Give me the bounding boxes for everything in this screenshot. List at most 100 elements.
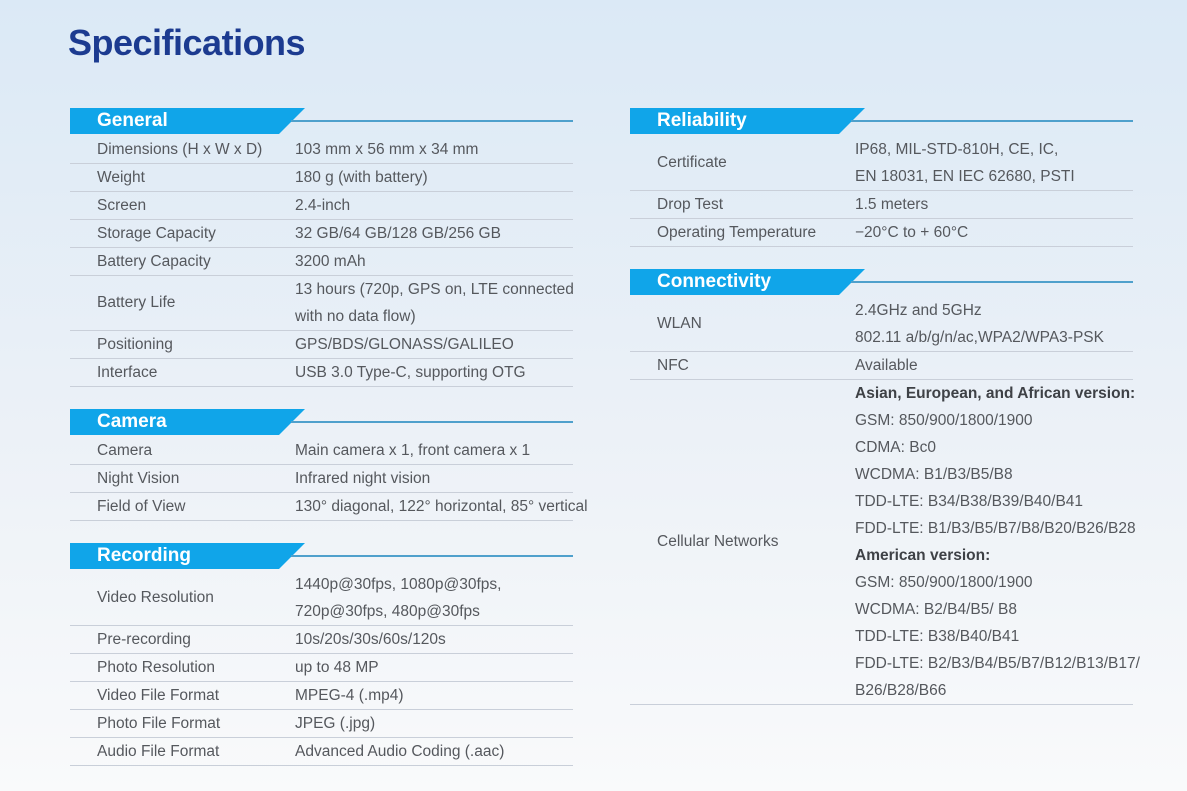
spec-value: 130° diagonal, 122° horizontal, 85° vert… [295, 493, 588, 520]
spec-value-line: Available [855, 357, 918, 374]
spec-row-storage-capacity: Storage Capacity 32 GB/64 GB/128 GB/256 G… [70, 220, 573, 248]
banner-underline [291, 555, 573, 557]
spec-row-field-of-view: Field of View 130° diagonal, 122° horizon… [70, 493, 588, 521]
section-general: General Dimensions (H x W x D) 103 mm x 56… [70, 108, 574, 387]
spec-label: NFC [657, 356, 689, 374]
spec-value-line: EN 18031, EN IEC 62680, PSTI [855, 168, 1075, 185]
spec-value: 13 hours (720p, GPS on, LTE connected wit… [295, 276, 574, 330]
spec-value-line: with no data flow) [295, 308, 416, 325]
section-connectivity: Connectivity WLAN 2.4GHz and 5GHz 802.11 a/… [630, 269, 1140, 705]
spec-value: 10s/20s/30s/60s/120s [295, 626, 573, 653]
spec-value-line: Advanced Audio Coding (.aac) [295, 743, 505, 760]
spec-value-line: Asian, European, and African version: [855, 385, 1136, 402]
spec-row-drop-test: Drop Test 1.5 meters [630, 191, 1133, 219]
spec-value-line: 13 hours (720p, GPS on, LTE connected [295, 281, 574, 298]
banner-underline [851, 281, 1133, 283]
spec-rows: Camera Main camera x 1, front camera x 1 N… [70, 437, 588, 521]
spec-rows: Dimensions (H x W x D) 103 mm x 56 mm x 3… [70, 136, 574, 387]
spec-label: Cellular Networks [657, 533, 779, 550]
section-recording: Recording Video Resolution 1440p@30fps, 10… [70, 543, 573, 766]
spec-value-line: FDD-LTE: B1/B3/B5/B7/B8/B20/B26/B28 [855, 520, 1136, 537]
spec-value-line: 3200 mAh [295, 253, 366, 270]
spec-row-cellular-networks: Cellular Networks Asian, European, and Af… [630, 380, 1140, 705]
spec-row-interface: Interface USB 3.0 Type-C, supporting OTG [70, 359, 573, 387]
spec-value: 32 GB/64 GB/128 GB/256 GB [295, 220, 573, 247]
spec-label: Night Vision [97, 469, 180, 487]
spec-value-line: 2.4GHz and 5GHz [855, 302, 982, 319]
spec-label: Storage Capacity [97, 224, 216, 242]
spec-value-line: 1440p@30fps, 1080p@30fps, [295, 576, 502, 593]
spec-label: Audio File Format [97, 742, 220, 760]
spec-label: Screen [97, 196, 147, 214]
spec-value-line: 32 GB/64 GB/128 GB/256 GB [295, 225, 501, 242]
spec-row-dimensions-h-x-w-x-d-: Dimensions (H x W x D) 103 mm x 56 mm x 3… [70, 136, 573, 164]
spec-value: Main camera x 1, front camera x 1 [295, 437, 573, 464]
spec-value: Advanced Audio Coding (.aac) [295, 738, 573, 765]
spec-row-photo-file-format: Photo File Format JPEG (.jpg) [70, 710, 573, 738]
spec-row-night-vision: Night Vision Infrared night vision [70, 465, 573, 493]
spec-row-video-file-format: Video File Format MPEG-4 (.mp4) [70, 682, 573, 710]
spec-label: Operating Temperature [657, 223, 817, 241]
spec-value-line: 10s/20s/30s/60s/120s [295, 631, 446, 648]
spec-rows: WLAN 2.4GHz and 5GHz 802.11 a/b/g/n/ac,WPA… [630, 297, 1140, 705]
section-banner-reliability: Reliability [630, 108, 865, 134]
section-title: Reliability [657, 110, 747, 131]
spec-row-nfc: NFC Available [630, 352, 1133, 380]
section-reliability: Reliability Certificate IP68, MIL-STD-810H… [630, 108, 1133, 247]
spec-value-line: American version: [855, 547, 991, 564]
section-title: Recording [97, 545, 191, 566]
spec-row-operating-temperature: Operating Temperature −20°C to + 60°C [630, 219, 1133, 247]
spec-value-line: B26/B28/B66 [855, 682, 947, 699]
spec-value-line: Infrared night vision [295, 470, 431, 487]
spec-value-line: WCDMA: B1/B3/B5/B8 [855, 466, 1013, 483]
spec-rows: Video Resolution 1440p@30fps, 1080p@30fps… [70, 571, 573, 766]
spec-value: up to 48 MP [295, 654, 573, 681]
spec-value: 2.4-inch [295, 192, 573, 219]
spec-value: 1440p@30fps, 1080p@30fps, 720p@30fps, 480… [295, 571, 573, 625]
spec-value: Available [855, 352, 1133, 379]
section-banner-recording: Recording [70, 543, 305, 569]
spec-value-line: GSM: 850/900/1800/1900 [855, 412, 1033, 429]
spec-value-line: up to 48 MP [295, 659, 379, 676]
spec-label: WLAN [657, 315, 702, 332]
spec-label: Battery Capacity [97, 252, 211, 270]
spec-value-line: GPS/BDS/GLONASS/GALILEO [295, 336, 514, 353]
spec-label: Dimensions (H x W x D) [97, 140, 263, 158]
spec-value-line: 130° diagonal, 122° horizontal, 85° vert… [295, 498, 588, 515]
spec-row-audio-file-format: Audio File Format Advanced Audio Coding (… [70, 738, 573, 766]
spec-value-line: USB 3.0 Type-C, supporting OTG [295, 364, 526, 381]
spec-value: 103 mm x 56 mm x 34 mm [295, 136, 573, 163]
spec-row-video-resolution: Video Resolution 1440p@30fps, 1080p@30fps… [70, 571, 573, 626]
spec-label: Photo Resolution [97, 658, 216, 676]
spec-value-line: IP68, MIL-STD-810H, CE, IC, [855, 141, 1059, 158]
page-title: Specifications [68, 22, 306, 63]
spec-label: Video File Format [97, 686, 220, 704]
section-camera: Camera Camera Main camera x 1, front camer… [70, 409, 588, 521]
spec-row-battery-capacity: Battery Capacity 3200 mAh [70, 248, 573, 276]
spec-rows: Certificate IP68, MIL-STD-810H, CE, IC, EN… [630, 136, 1133, 247]
spec-label: Weight [97, 168, 145, 186]
spec-value-line: TDD-LTE: B38/B40/B41 [855, 628, 1020, 645]
spec-value-line: CDMA: Bc0 [855, 439, 936, 456]
spec-value-line: −20°C to + 60°C [855, 224, 969, 241]
spec-value-line: 720p@30fps, 480p@30fps [295, 603, 480, 620]
spec-value-line: 1.5 meters [855, 196, 929, 213]
spec-row-weight: Weight 180 g (with battery) [70, 164, 573, 192]
spec-row-wlan: WLAN 2.4GHz and 5GHz 802.11 a/b/g/n/ac,WPA… [630, 297, 1133, 352]
spec-label: Photo File Format [97, 714, 221, 732]
banner-underline [291, 421, 573, 423]
spec-label: Interface [97, 363, 158, 381]
spec-value-line: Main camera x 1, front camera x 1 [295, 442, 531, 459]
spec-label: Pre-recording [97, 630, 191, 648]
spec-value-line: WCDMA: B2/B4/B5/ B8 [855, 601, 1017, 618]
spec-value: −20°C to + 60°C [855, 219, 1133, 246]
banner-underline [851, 120, 1133, 122]
spec-label: Certificate [657, 154, 727, 171]
spec-label: Drop Test [657, 195, 724, 213]
spec-value-line: MPEG-4 (.mp4) [295, 687, 404, 704]
spec-value-line: TDD-LTE: B34/B38/B39/B40/B41 [855, 493, 1084, 510]
section-title: Camera [97, 411, 167, 432]
section-banner-general: General [70, 108, 305, 134]
spec-value: 3200 mAh [295, 248, 573, 275]
spec-column-left: General Dimensions (H x W x D) 103 mm x 56… [70, 108, 588, 788]
